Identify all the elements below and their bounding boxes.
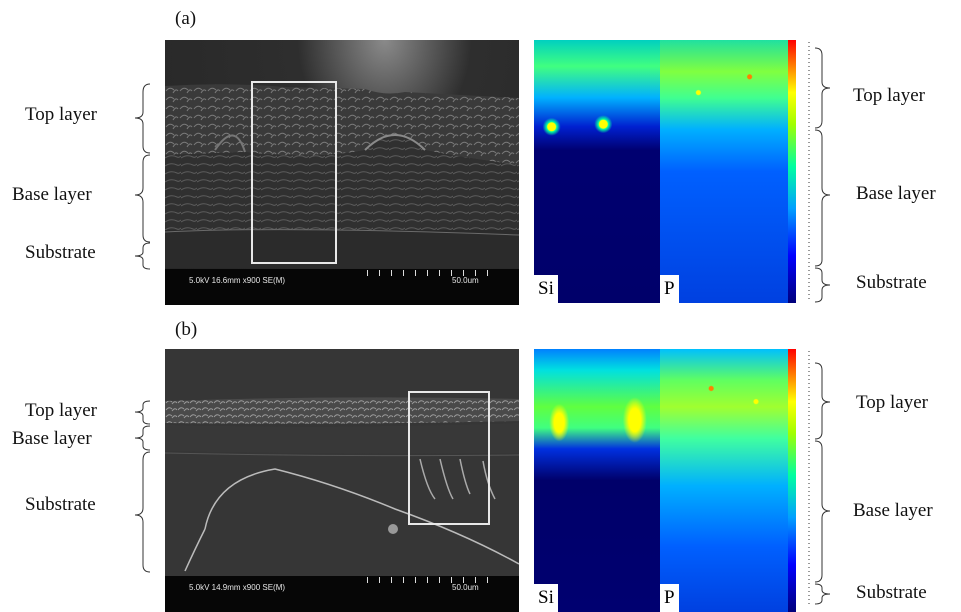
panel-b-left-base-layer-label: Base layer [12, 428, 92, 449]
panel-b-sem-info: 5.0kV 14.9mm x900 SE(M) [189, 583, 286, 592]
panel-b-si-map: Si [534, 349, 660, 612]
panel-b-left-substrate-label: Substrate [25, 494, 96, 515]
panel-b-right-substrate-label: Substrate [856, 582, 927, 603]
panel-b-p-map: P [660, 349, 788, 612]
panel-a-sem-scale-ticks [367, 270, 489, 276]
panel-a-right-base-layer-label: Base layer [856, 183, 936, 204]
panel-a-p-map: P [660, 40, 788, 303]
panel-b-sem-scale-ticks [367, 577, 489, 583]
panel-a-left-substrate-label: Substrate [25, 242, 96, 263]
panel-b-sem-roi-box [408, 391, 490, 525]
panel-a-colorbar-ticks [808, 42, 810, 302]
panel-b-p-label: P [660, 584, 679, 612]
panel-b-sem-databar: 5.0kV 14.9mm x900 SE(M) 50.0um [165, 576, 519, 612]
panel-a-sem-databar: 5.0kV 16.6mm x900 SE(M) 50.0um [165, 269, 519, 305]
panel-b-label: (b) [175, 319, 198, 340]
panel-a-p-label: P [660, 275, 679, 303]
panel-b-right-top-layer-label: Top layer [856, 392, 929, 413]
panel-b-si-label: Si [534, 584, 558, 612]
panel-b-right-base-layer-label: Base layer [853, 500, 933, 521]
panel-b-colorbar [788, 349, 796, 612]
panel-a-sem-scale: 50.0um [452, 276, 479, 285]
panel-a-si-label: Si [534, 275, 558, 303]
panel-a-sem-info: 5.0kV 16.6mm x900 SE(M) [189, 276, 286, 285]
panel-a-left-base-layer-label: Base layer [12, 184, 92, 205]
panel-a-si-map: Si [534, 40, 660, 303]
panel-a-sem-roi-box [251, 81, 337, 264]
panel-b-sem-image: 5.0kV 14.9mm x900 SE(M) 50.0um [165, 349, 519, 612]
panel-a-sem-image: 5.0kV 16.6mm x900 SE(M) 50.0um [165, 40, 519, 305]
panel-b-left-top-layer-label: Top layer [25, 400, 98, 421]
panel-a-right-substrate-label: Substrate [856, 272, 927, 293]
panel-a-colorbar [788, 40, 796, 303]
panel-a-left-top-layer-label: Top layer [25, 104, 98, 125]
panel-a-right-top-layer-label: Top layer [853, 85, 926, 106]
panel-a-label: (a) [175, 8, 197, 29]
panel-b-colorbar-ticks [808, 351, 810, 606]
panel-b-sem-scale: 50.0um [452, 583, 479, 592]
